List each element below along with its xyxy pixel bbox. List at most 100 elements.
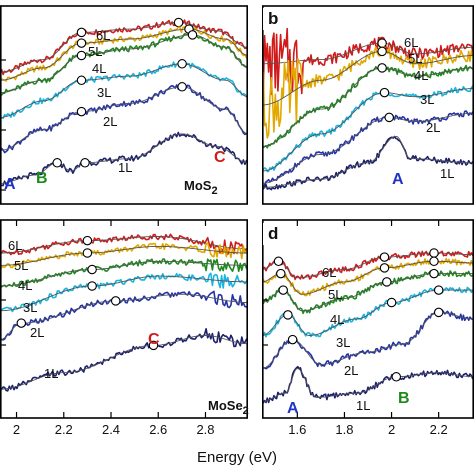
series-label-2L-a: 2L bbox=[103, 114, 117, 129]
peak-marker-6L-a-0 bbox=[76, 27, 87, 38]
fit-4L-c bbox=[0, 260, 248, 287]
series-label-6L-a: 6L bbox=[96, 28, 110, 43]
series-label-1L-c: 1L bbox=[44, 366, 58, 381]
x-tick-label-d-1: 1.8 bbox=[335, 422, 353, 437]
peak-label-A-b: A bbox=[392, 171, 404, 188]
x-tick-label-d-2: 2 bbox=[388, 422, 395, 437]
series-label-6L-c: 6L bbox=[8, 238, 22, 253]
fit-6L-a bbox=[0, 22, 248, 73]
x-tick-label-c-2: 2.4 bbox=[102, 422, 120, 437]
plot-area-b bbox=[262, 27, 474, 191]
series-label-2L-b: 2L bbox=[426, 120, 440, 135]
peak-marker-3L-d-2 bbox=[433, 285, 444, 295]
peak-marker-4L-a-1 bbox=[187, 30, 198, 40]
fit-1L-a bbox=[0, 133, 248, 184]
peak-marker-5L-d-1 bbox=[379, 263, 390, 273]
fit-1L-d bbox=[262, 368, 474, 402]
fit-4L-b bbox=[262, 67, 474, 147]
fit-3L-c bbox=[0, 275, 248, 312]
panel-label-b: b bbox=[268, 9, 278, 28]
peak-marker-6L-d-2 bbox=[429, 248, 439, 258]
peak-marker-2L-c-0 bbox=[16, 318, 27, 328]
series-label-5L-b: 5L bbox=[408, 51, 422, 66]
peak-marker-2L-a-0 bbox=[76, 106, 87, 117]
peak-marker-1L-a-1 bbox=[80, 158, 90, 168]
series-4L-a bbox=[0, 32, 248, 97]
series-3L-c bbox=[0, 272, 248, 313]
peak-label-C-c: C bbox=[148, 331, 160, 348]
series-label-4L-b: 4L bbox=[414, 68, 428, 83]
fit-4L-a bbox=[0, 34, 248, 94]
x-tick-label-d-0: 1.6 bbox=[288, 422, 306, 437]
peak-marker-4L-d-2 bbox=[429, 268, 439, 279]
peak-marker-2L-d-1 bbox=[433, 307, 444, 318]
peak-marker-1L-c-0 bbox=[148, 340, 159, 351]
series-2L-a bbox=[0, 84, 248, 154]
x-tick-label-c-0: 2 bbox=[13, 422, 20, 437]
series-6L-c bbox=[0, 233, 248, 256]
series-label-4L-c: 4L bbox=[18, 278, 32, 293]
peak-label-B-d: B bbox=[398, 390, 410, 407]
fit-1L-c bbox=[0, 335, 248, 390]
peak-marker-3L-d-0 bbox=[283, 310, 293, 320]
peak-marker-5L-c-0 bbox=[82, 248, 93, 258]
series-1L-a bbox=[0, 131, 248, 187]
series-label-5L-a: 5L bbox=[88, 44, 102, 59]
series-label-3L-b: 3L bbox=[420, 92, 434, 107]
plot-area-c bbox=[0, 233, 248, 392]
fit-3L-b bbox=[262, 88, 474, 172]
peak-marker-3L-b-0 bbox=[379, 87, 390, 98]
fit-5L-a bbox=[0, 28, 248, 81]
fit-5L-c bbox=[0, 245, 248, 266]
plot-frame-c bbox=[0, 219, 248, 419]
x-axis-label: Energy (eV) bbox=[197, 449, 277, 466]
peak-marker-3L-a-0 bbox=[76, 75, 87, 86]
panel-label-bg-d bbox=[263, 223, 285, 245]
peak-marker-1L-d-0 bbox=[391, 372, 402, 382]
peak-marker-2L-d-0 bbox=[287, 334, 298, 345]
material-label-a: MoS2 bbox=[184, 178, 218, 197]
plot-frame-b bbox=[261, 5, 474, 205]
series-label-4L-d: 4L bbox=[330, 312, 344, 327]
peak-marker-5L-d-0 bbox=[276, 268, 286, 279]
series-label-4L-a: 4L bbox=[92, 61, 106, 76]
plot-area-d bbox=[262, 248, 474, 404]
series-5L-d bbox=[262, 257, 474, 297]
peak-marker-3L-d-1 bbox=[386, 297, 397, 308]
peak-label-B-a: B bbox=[36, 170, 48, 187]
peak-marker-1L-a-0 bbox=[52, 158, 62, 168]
peak-marker-5L-b-0 bbox=[377, 46, 387, 57]
series-label-6L-d: 6L bbox=[322, 265, 336, 280]
x-tick-label-c-4: 2.8 bbox=[196, 422, 214, 437]
peak-marker-6L-a-1 bbox=[173, 17, 184, 28]
series-label-2L-d: 2L bbox=[344, 363, 358, 378]
series-label-3L-d: 3L bbox=[336, 335, 350, 350]
peak-marker-6L-d-1 bbox=[379, 252, 390, 262]
panel-d: 6L 5L 4L 3L 2L 1L 1.6 1.8 2 2.2 d A B bbox=[261, 219, 474, 437]
series-label-5L-d: 5L bbox=[328, 287, 342, 302]
panel-label-bg-b bbox=[263, 8, 285, 30]
fit-2L-b bbox=[262, 112, 474, 184]
plot-frame-d bbox=[261, 219, 474, 419]
series-6L-a bbox=[0, 19, 248, 76]
material-label-c: MoSe2 bbox=[208, 398, 249, 417]
peak-marker-2L-b-0 bbox=[384, 112, 394, 123]
series-5L-a bbox=[0, 25, 248, 83]
series-5L-c bbox=[0, 242, 248, 269]
peak-marker-5L-d-2 bbox=[429, 256, 439, 267]
fit-2L-c bbox=[0, 293, 248, 341]
series-label-6L-b: 6L bbox=[404, 35, 418, 50]
series-label-1L-b: 1L bbox=[440, 166, 454, 181]
peak-marker-3L-a-1 bbox=[177, 59, 187, 69]
peak-marker-2L-c-1 bbox=[110, 296, 121, 306]
fit-1L-b bbox=[262, 135, 474, 188]
panel-c: 6L 5L 4L 3L 2L 1L 2 2.2 2.4 2.6 2.8 C MoSe2 bbox=[0, 219, 249, 437]
peak-label-A-d: A bbox=[287, 400, 299, 417]
x-tick-label-c-3: 2.6 bbox=[149, 422, 167, 437]
peak-marker-4L-c-0 bbox=[87, 264, 97, 275]
series-label-5L-c: 5L bbox=[14, 258, 28, 273]
peak-marker-5L-a-0 bbox=[76, 38, 87, 48]
